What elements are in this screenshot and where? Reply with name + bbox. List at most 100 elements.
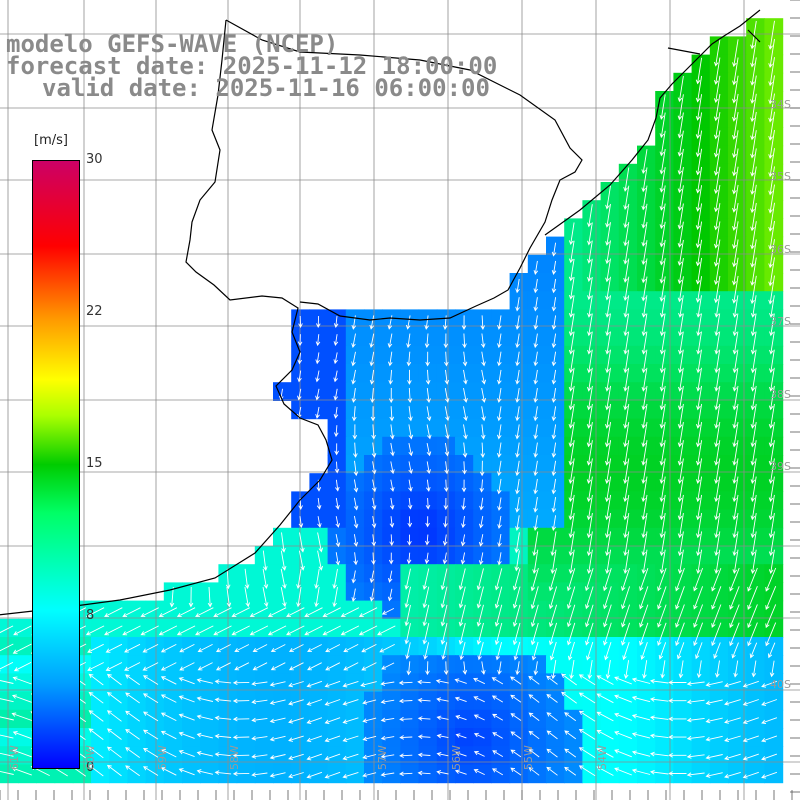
wind-arrow [532,531,539,557]
wind-arrow [496,460,502,477]
wind-arrow [677,476,684,503]
wind-arrow [0,643,14,652]
wind-arrow [548,622,558,646]
wind-arrow [160,662,177,671]
wind-arrow [441,642,448,660]
wind-arrow [659,239,666,266]
wind-arrow [334,443,339,456]
wind-arrow [568,222,575,246]
wind-arrow [304,625,323,636]
wind-arrow [435,679,449,684]
wind-arrow [659,221,666,248]
wind-arrow [677,458,684,485]
wind-arrow [659,367,666,392]
wind-arrow [306,771,323,779]
wind-arrow [404,623,411,645]
wind-arrow [424,315,429,330]
wind-arrow [623,349,630,374]
wind-arrow [659,167,666,193]
wind-arrow [659,458,666,485]
wind-arrow [404,586,411,609]
wind-arrow [623,313,630,337]
wind-arrow [335,516,341,528]
wind-arrow [533,369,539,385]
wind-arrow [714,403,721,429]
wind-arrow [463,424,468,440]
wind-arrow [530,604,539,628]
wind-arrow [286,625,305,636]
wind-arrow [381,607,395,615]
wind-arrow [353,534,359,547]
wind-arrow [750,75,757,104]
wind-arrow [614,676,632,685]
wind-arrow [659,313,666,337]
wind-arrow [478,515,484,529]
wind-arrow [422,622,430,645]
wind-arrow [342,680,359,688]
wind-arrow [371,442,377,458]
wind-arrow [641,313,648,337]
wind-arrow [0,680,14,684]
wind-arrow [546,675,558,685]
wind-arrow [494,586,503,609]
wind-arrow [196,678,214,684]
wind-arrow [399,771,413,777]
wind-arrow [768,476,775,503]
wind-arrow [443,479,449,493]
wind-arrow [407,534,412,546]
wind-arrow [605,276,611,301]
wind-arrow [512,604,521,628]
wind-arrow [425,661,430,676]
wind-arrow [761,735,778,743]
wind-arrow [705,772,723,778]
wind-arrow [88,728,104,740]
wind-arrow [724,699,741,706]
wind-arrow [324,717,341,724]
wind-arrow [732,57,739,86]
wind-arrow [408,443,414,457]
wind-arrow [659,531,666,557]
wind-arrow [297,388,302,401]
wind-arrow [750,166,757,195]
wind-arrow [426,443,432,457]
wind-arrow [695,57,703,85]
wind-arrow [659,494,666,521]
wind-arrow [732,93,739,122]
wind-arrow [389,406,395,422]
wind-arrow [548,604,558,628]
wind-arrow [353,460,359,477]
wind-arrow [351,388,357,403]
wind-arrow [389,497,395,510]
wind-arrow [399,735,413,740]
wind-arrow [160,676,177,685]
wind-arrow [657,586,667,610]
wind-arrow [714,349,721,374]
wind-arrow [380,735,395,741]
wind-arrow [442,534,448,546]
wind-arrow [353,552,358,566]
wind-arrow [747,604,758,629]
wind-arrow [724,680,741,688]
wind-arrow [732,458,739,485]
wind-arrow [444,461,449,475]
wind-arrow [288,753,304,761]
wind-arrow [380,754,395,759]
wind-arrow [179,662,195,671]
wind-arrow [568,549,575,575]
wind-arrow [481,388,487,403]
wind-arrow [142,643,159,653]
wind-arrow [351,369,356,385]
wind-arrow [659,403,666,429]
wind-arrow [750,257,757,286]
wind-arrow [332,568,338,590]
wind-arrow [88,764,104,777]
wind-arrow [695,130,703,158]
wind-arrow [621,622,631,646]
wind-arrow [641,476,648,503]
wind-arrow [713,257,721,286]
wind-arrow [768,220,775,251]
wind-arrow [564,748,577,758]
wind-arrow [695,203,703,231]
wind-arrow [476,586,484,609]
wind-arrow [407,387,413,404]
